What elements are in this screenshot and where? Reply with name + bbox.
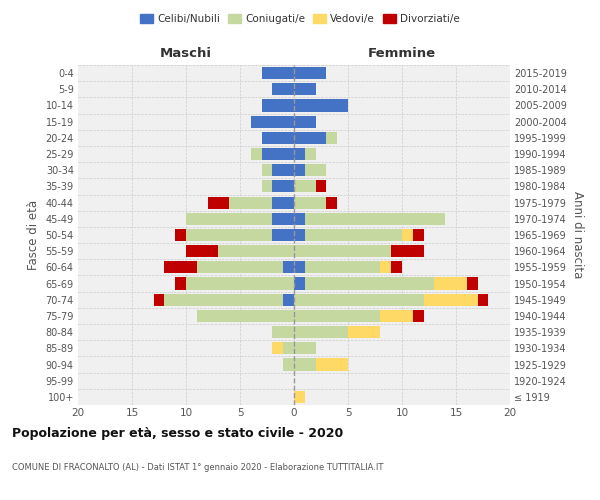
Bar xyxy=(229,196,272,208)
Bar xyxy=(316,358,348,370)
Bar xyxy=(186,278,294,289)
Bar xyxy=(294,391,305,403)
Bar xyxy=(283,294,294,306)
Bar xyxy=(316,180,326,192)
Bar xyxy=(218,245,294,258)
Bar xyxy=(391,245,424,258)
Bar xyxy=(305,148,316,160)
Bar xyxy=(326,132,337,144)
Bar xyxy=(294,212,305,225)
Bar xyxy=(272,229,294,241)
Bar xyxy=(294,148,305,160)
Bar xyxy=(434,278,467,289)
Bar xyxy=(478,294,488,306)
Bar xyxy=(272,180,294,192)
Bar xyxy=(283,358,294,370)
Bar xyxy=(164,294,283,306)
Bar xyxy=(164,262,197,274)
Bar xyxy=(262,180,272,192)
Bar xyxy=(294,358,316,370)
Bar xyxy=(305,229,402,241)
Legend: Celibi/Nubili, Coniugati/e, Vedovi/e, Divorziati/e: Celibi/Nubili, Coniugati/e, Vedovi/e, Di… xyxy=(136,10,464,29)
Text: Maschi: Maschi xyxy=(160,47,212,60)
Bar xyxy=(272,212,294,225)
Bar xyxy=(294,164,305,176)
Bar xyxy=(305,212,445,225)
Bar xyxy=(272,83,294,96)
Bar xyxy=(294,100,348,112)
Text: Femmine: Femmine xyxy=(368,47,436,60)
Bar xyxy=(186,229,272,241)
Bar xyxy=(294,278,305,289)
Bar xyxy=(262,164,272,176)
Bar xyxy=(305,262,380,274)
Bar xyxy=(272,326,294,338)
Bar xyxy=(380,262,391,274)
Bar xyxy=(294,310,380,322)
Y-axis label: Fasce di età: Fasce di età xyxy=(27,200,40,270)
Bar xyxy=(294,262,305,274)
Bar xyxy=(197,310,294,322)
Bar xyxy=(413,229,424,241)
Bar xyxy=(294,342,316,354)
Bar xyxy=(294,294,424,306)
Bar xyxy=(391,262,402,274)
Bar xyxy=(283,262,294,274)
Bar xyxy=(305,164,326,176)
Bar xyxy=(154,294,164,306)
Bar xyxy=(251,148,262,160)
Bar xyxy=(272,342,283,354)
Bar xyxy=(251,116,294,128)
Bar xyxy=(262,148,294,160)
Bar xyxy=(467,278,478,289)
Bar xyxy=(294,67,326,79)
Bar xyxy=(348,326,380,338)
Bar xyxy=(294,229,305,241)
Bar xyxy=(305,278,434,289)
Bar xyxy=(208,196,229,208)
Bar xyxy=(402,229,413,241)
Bar xyxy=(380,310,413,322)
Bar xyxy=(262,100,294,112)
Bar xyxy=(186,212,272,225)
Bar xyxy=(175,278,186,289)
Bar xyxy=(175,229,186,241)
Bar xyxy=(197,262,283,274)
Bar xyxy=(294,83,316,96)
Text: Popolazione per età, sesso e stato civile - 2020: Popolazione per età, sesso e stato civil… xyxy=(12,428,343,440)
Bar xyxy=(294,116,316,128)
Bar xyxy=(283,342,294,354)
Bar xyxy=(272,164,294,176)
Y-axis label: Anni di nascita: Anni di nascita xyxy=(571,192,584,278)
Bar xyxy=(272,196,294,208)
Bar xyxy=(294,132,326,144)
Bar xyxy=(262,67,294,79)
Text: COMUNE DI FRACONALTO (AL) - Dati ISTAT 1° gennaio 2020 - Elaborazione TUTTITALIA: COMUNE DI FRACONALTO (AL) - Dati ISTAT 1… xyxy=(12,462,383,471)
Bar xyxy=(413,310,424,322)
Bar xyxy=(294,245,391,258)
Bar xyxy=(424,294,478,306)
Bar xyxy=(186,245,218,258)
Bar xyxy=(326,196,337,208)
Bar xyxy=(294,326,348,338)
Bar xyxy=(262,132,294,144)
Bar xyxy=(294,180,316,192)
Bar xyxy=(294,196,326,208)
